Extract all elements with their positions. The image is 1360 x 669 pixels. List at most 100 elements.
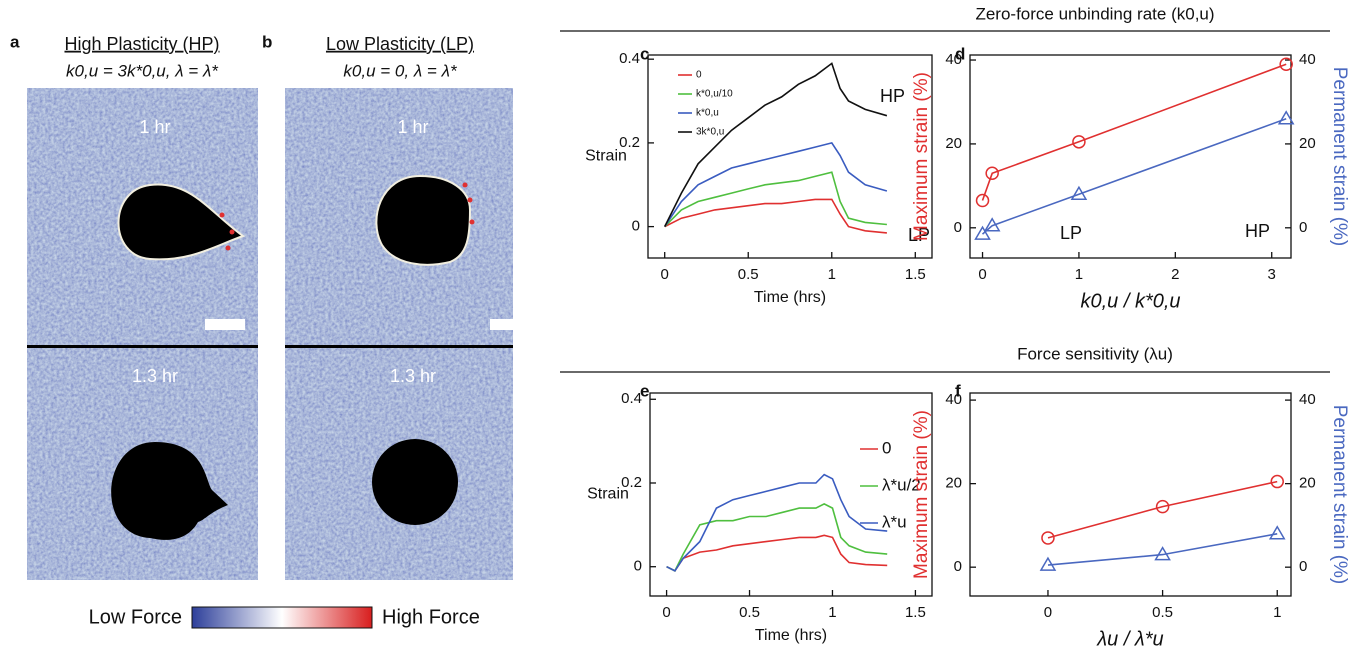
panel-label: b — [262, 32, 272, 51]
image-b — [285, 88, 528, 580]
panel-title: High Plasticity (HP) — [64, 34, 219, 54]
y-tick-label: 0 — [632, 218, 640, 235]
legend-label: 0 — [882, 438, 891, 457]
x-tick-label: 0.5 — [739, 604, 760, 621]
annotation: LP — [1060, 223, 1082, 243]
panel-label: f — [955, 381, 961, 400]
data-point — [1277, 110, 1295, 125]
data-line — [664, 171, 887, 228]
data-line — [663, 62, 888, 227]
y2-tick-label: 40 — [1299, 51, 1316, 68]
panel-label: c — [640, 44, 649, 63]
data-point — [1070, 185, 1088, 200]
annotation: HP — [1245, 221, 1270, 241]
colorbar-low: Low Force — [89, 606, 182, 628]
legend-label: k*0,u — [696, 108, 719, 119]
data-point — [1279, 57, 1293, 71]
y2-tick-label: 0 — [1299, 219, 1307, 236]
y2-tick-label: 20 — [1299, 135, 1316, 152]
x-axis-label: k0,u / k*0,u — [1080, 290, 1180, 312]
y-tick-label: 0 — [954, 558, 962, 575]
x-tick-label: 0 — [661, 266, 669, 283]
data-line — [981, 118, 1287, 235]
legend-label: 0 — [696, 70, 702, 81]
colorbar-high: High Force — [382, 606, 480, 628]
data-point — [1041, 531, 1055, 545]
y-tick-label: 40 — [945, 51, 962, 68]
panel-label: a — [10, 32, 20, 51]
data-point — [1270, 474, 1284, 489]
legend-label: λ*u/2 — [882, 475, 921, 494]
time-label: 1.3 hr — [132, 366, 178, 386]
y-axis-label: Strain — [587, 486, 629, 503]
y2-axis-label: Permanent strain (%) — [1329, 67, 1350, 247]
legend-label: λ*u — [882, 512, 907, 531]
x-axis-label: λu / λ*u — [1096, 628, 1163, 650]
y-axis-label: Maximum strain (%) — [911, 410, 932, 579]
x-tick-label: 1.5 — [905, 604, 926, 621]
time-label: 1.3 hr — [390, 366, 436, 386]
annotation: HP — [880, 86, 905, 106]
data-point — [1154, 546, 1171, 561]
panel-subtitle: k0,u = 3k*0,u, λ = λ* — [66, 61, 219, 80]
x-tick-label: 1 — [1075, 266, 1083, 283]
plot-frame — [647, 54, 933, 259]
y2-tick-label: 20 — [1299, 475, 1316, 492]
plot-frame — [649, 392, 933, 597]
x-tick-label: 3 — [1268, 266, 1276, 283]
x-tick-label: 1 — [828, 266, 836, 283]
data-line — [1047, 480, 1278, 539]
plot-frame — [969, 392, 1292, 597]
y-tick-label: 20 — [945, 475, 962, 492]
y2-axis-label: Permanent strain (%) — [1329, 405, 1350, 585]
panel-label: e — [640, 381, 649, 400]
data-point — [985, 166, 999, 181]
y2-tick-label: 40 — [1299, 391, 1316, 408]
colorbar — [191, 606, 373, 629]
annotation: LP — [908, 225, 930, 245]
data-point — [1072, 135, 1086, 149]
x-tick-label: 1.5 — [905, 266, 926, 283]
y-tick-label: 0 — [634, 558, 642, 575]
x-tick-label: 0.5 — [1152, 604, 1173, 621]
x-tick-label: 0 — [662, 604, 670, 621]
data-point — [1155, 499, 1170, 514]
data-line — [981, 63, 1287, 201]
data-point — [983, 217, 1001, 232]
time-label: 1 hr — [139, 117, 170, 137]
data-point — [975, 193, 990, 208]
legend-label: 3k*0,u — [696, 127, 724, 138]
y-tick-label: 0.4 — [619, 50, 640, 67]
x-axis-label: Time (hrs) — [754, 289, 826, 306]
data-line — [666, 534, 888, 572]
data-line — [666, 503, 888, 572]
data-line — [664, 198, 887, 234]
panel-label: d — [955, 44, 965, 63]
data-line — [1047, 533, 1278, 566]
y-tick-label: 0.4 — [621, 390, 642, 407]
data-point — [1039, 556, 1057, 571]
section-title: Zero-force unbinding rate (k0,u) — [975, 4, 1214, 23]
y-tick-label: 0.2 — [621, 474, 642, 491]
time-label: 1 hr — [397, 117, 428, 137]
legend-label: k*0,u/10 — [696, 89, 733, 100]
y-tick-label: 40 — [945, 391, 962, 408]
data-line — [666, 473, 888, 572]
y2-tick-label: 0 — [1299, 558, 1307, 575]
data-point — [1268, 525, 1286, 540]
x-tick-label: 1 — [1273, 604, 1281, 621]
section-title: Force sensitivity (λu) — [1017, 344, 1173, 363]
x-tick-label: 1 — [828, 604, 836, 621]
image-a — [27, 88, 258, 580]
panel-title: Low Plasticity (LP) — [326, 34, 474, 54]
panel-subtitle: k0,u = 0, λ = λ* — [343, 61, 458, 80]
x-tick-label: 0.5 — [738, 266, 759, 283]
x-axis-label: Time (hrs) — [755, 627, 827, 644]
plot-frame — [969, 54, 1292, 259]
y-tick-label: 0 — [954, 219, 962, 236]
x-tick-label: 0 — [978, 266, 986, 283]
data-point — [974, 225, 991, 240]
y-axis-label: Strain — [585, 148, 627, 165]
x-tick-label: 0 — [1044, 604, 1052, 621]
